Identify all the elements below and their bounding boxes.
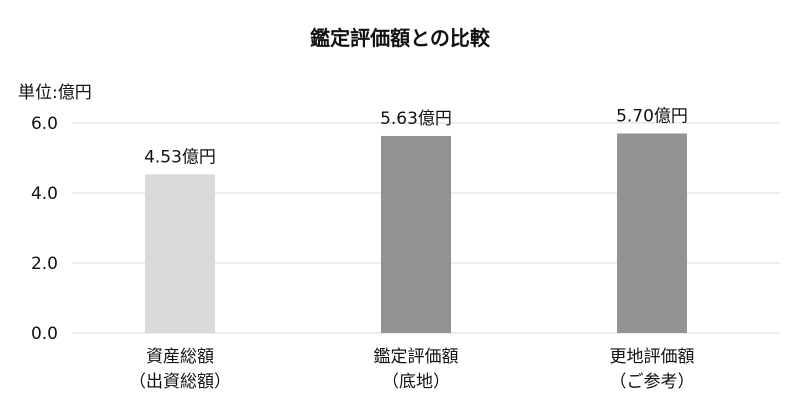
data-label: 5.70億円 bbox=[616, 107, 688, 127]
data-label: 4.53億円 bbox=[144, 147, 216, 167]
x-tick-label: 鑑定評価額 bbox=[374, 347, 459, 367]
y-tick-label: 4.0 bbox=[31, 184, 58, 204]
x-tick-label: 更地評価額 bbox=[610, 347, 695, 367]
bar bbox=[381, 135, 451, 333]
bar bbox=[617, 133, 687, 333]
chart-title: 鑑定評価額との比較 bbox=[310, 26, 490, 50]
x-tick-label: （ご参考） bbox=[610, 372, 695, 392]
bar bbox=[145, 174, 215, 333]
x-tick-label: （出資総額） bbox=[129, 372, 231, 392]
y-tick-label: 6.0 bbox=[31, 114, 58, 134]
y-tick-label: 0.0 bbox=[31, 324, 58, 344]
x-tick-label: 資産総額 bbox=[146, 347, 214, 367]
x-tick-label: （底地） bbox=[382, 372, 450, 392]
data-label: 5.63億円 bbox=[380, 109, 452, 129]
y-tick-label: 2.0 bbox=[31, 254, 58, 274]
unit-label: 単位:億円 bbox=[18, 83, 92, 103]
